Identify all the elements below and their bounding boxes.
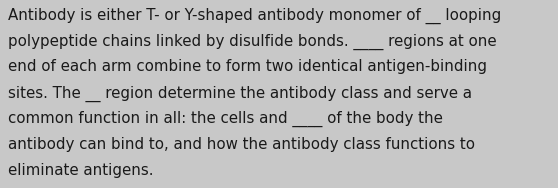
Text: antibody can bind to, and how the antibody class functions to: antibody can bind to, and how the antibo…	[8, 137, 475, 152]
Text: eliminate antigens.: eliminate antigens.	[8, 163, 154, 178]
Text: common function in all: the cells and ____ of the body the: common function in all: the cells and __…	[8, 111, 443, 127]
Text: end of each arm combine to form two identical antigen-binding: end of each arm combine to form two iden…	[8, 59, 487, 74]
Text: sites. The __ region determine the antibody class and serve a: sites. The __ region determine the antib…	[8, 85, 473, 102]
Text: polypeptide chains linked by disulfide bonds. ____ regions at one: polypeptide chains linked by disulfide b…	[8, 33, 497, 50]
Text: Antibody is either T- or Y-shaped antibody monomer of __ looping: Antibody is either T- or Y-shaped antibo…	[8, 8, 502, 24]
